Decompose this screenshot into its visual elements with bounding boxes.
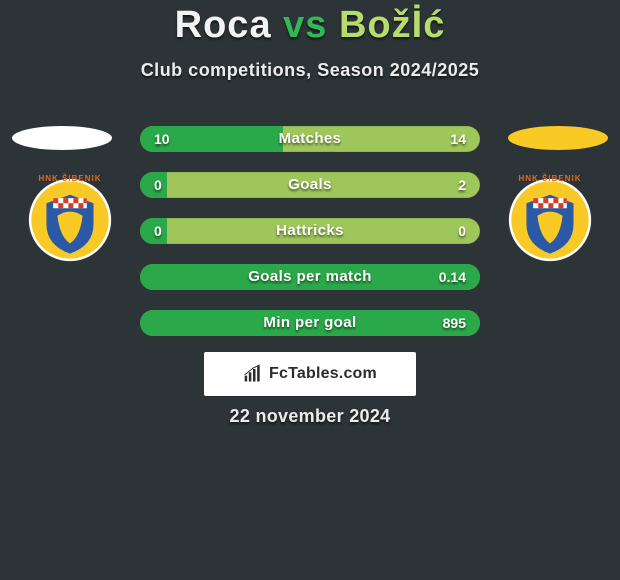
team-1-flag-oval (12, 126, 112, 150)
stat-label: Min per goal (140, 310, 480, 336)
shield-icon (28, 178, 112, 262)
stat-value-right: 0 (458, 218, 466, 244)
player-1-name: Roca (175, 4, 272, 46)
team-1-crest: HNK ŠIBENIK (20, 170, 120, 270)
date-text: 22 november 2024 (0, 406, 620, 427)
vs-text: vs (283, 4, 327, 46)
page-title: Roca vs Božİć (0, 4, 620, 47)
subtitle: Club competitions, Season 2024/2025 (0, 60, 620, 81)
stat-value-left: 0 (154, 172, 162, 198)
stat-label: Matches (140, 126, 480, 152)
stat-label: Goals per match (140, 264, 480, 290)
stat-row: Goals0 2 (140, 172, 480, 198)
stat-label: Hattricks (140, 218, 480, 244)
team-2-crest: HNK ŠIBENIK (500, 170, 600, 270)
stat-value-right: 895 (443, 310, 466, 336)
stat-value-right: 0.14 (439, 264, 466, 290)
stat-row: Min per goal895 (140, 310, 480, 336)
brand-text: FcTables.com (269, 365, 377, 383)
player-2-name: Božİć (339, 4, 445, 46)
stat-value-right: 2 (458, 172, 466, 198)
team-2-flag-oval (508, 126, 608, 150)
brand-watermark: FcTables.com (204, 352, 416, 396)
bar-chart-icon (243, 364, 263, 384)
comparison-infographic: Roca vs Božİć Club competitions, Season … (0, 0, 620, 580)
team-1-crest-label: HNK ŠIBENIK (28, 174, 112, 183)
team-2-crest-label: HNK ŠIBENIK (508, 174, 592, 183)
stat-value-left: 0 (154, 218, 162, 244)
stat-value-right: 14 (450, 126, 466, 152)
stat-rows: Matches1014Goals02Hattricks00Goals per m… (140, 126, 480, 356)
stat-row: Hattricks0 0 (140, 218, 480, 244)
stat-label: Goals (140, 172, 480, 198)
shield-icon (508, 178, 592, 262)
stat-value-left: 10 (154, 126, 170, 152)
stat-row: Goals per match0.14 (140, 264, 480, 290)
stat-row: Matches10 14 (140, 126, 480, 152)
